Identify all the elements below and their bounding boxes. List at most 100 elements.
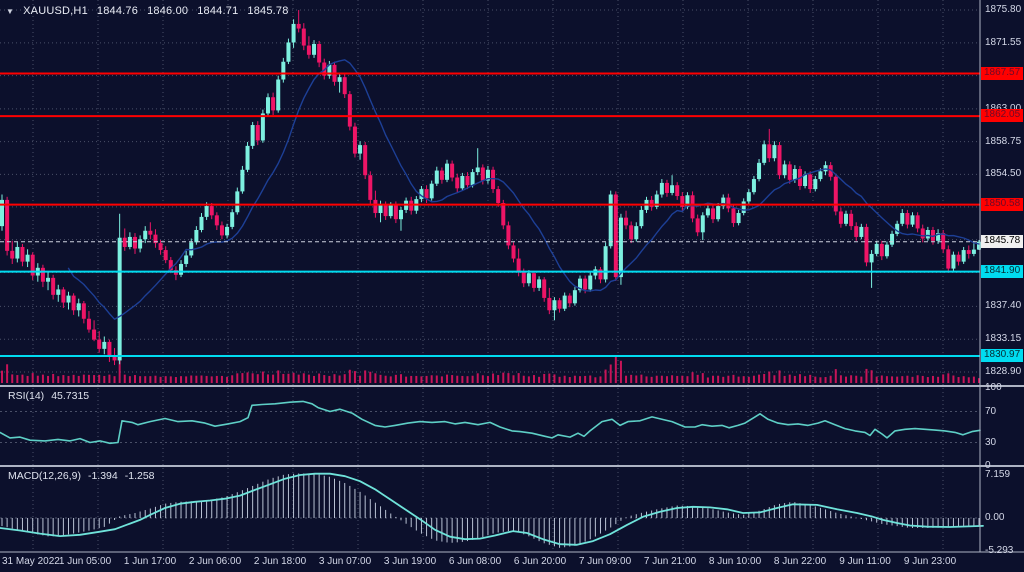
volume-bar [527,376,530,383]
candle-body [649,199,654,207]
volume-bar [200,375,203,383]
macd-main-value: -1.394 [87,470,118,482]
volume-bar [763,373,766,383]
macd-signal-line [0,472,984,546]
candle-body [455,177,460,189]
volume-bar [128,376,131,383]
volume-bar [911,376,914,383]
candle-body [419,189,424,200]
volume-bar [307,374,310,383]
volume-bar [236,373,239,383]
candle-body [480,167,485,181]
volume-bar [579,376,582,383]
candle-body [506,225,511,246]
volume-bar [195,375,198,383]
volume-bar [144,376,147,383]
volume-bar [568,377,571,383]
candle-body [531,273,536,288]
volume-bar [6,364,9,383]
volume-bar [180,376,183,383]
volume-bar [614,355,617,383]
candle-body [122,237,127,247]
candle-body [910,215,915,225]
volume-bar [52,373,55,383]
volume-bar [446,374,449,383]
volume-bar [11,374,14,383]
candle-body [634,226,639,240]
candle-body [291,23,296,43]
volume-bar [957,377,960,383]
candle-body [439,170,444,180]
volume-bar [133,375,136,383]
price-tick-label: 1854.50 [985,168,1022,180]
candle-body [854,226,859,237]
candle-body [639,209,644,227]
volume-bar [752,375,755,383]
ohlc-low: 1844.71 [197,5,239,17]
volume-bar [916,375,919,383]
volume-bar [451,375,454,383]
candle-body [204,206,209,217]
volume-bar [819,377,822,383]
chevron-down-icon[interactable]: ▼ [6,6,15,16]
volume-bar [57,376,60,383]
candle-body [966,250,971,254]
candle-body [86,318,91,330]
candle-body [260,113,265,141]
volume-bar [486,375,489,383]
volume-bar [272,374,275,383]
resistance-price-box: 1867.57 [981,66,1024,80]
volume-bar [333,374,336,383]
volume-bar [210,376,213,383]
volume-bar [773,375,776,383]
candle-body [552,300,557,311]
time-tick-label: 6 Jun 20:00 [513,556,567,567]
volume-bar [103,375,106,383]
volume-bar [16,375,19,383]
volume-bar [185,376,188,383]
candle-body [276,79,281,111]
volume-bar [625,375,628,383]
volume-bar [174,377,177,383]
volume-bar [655,375,658,383]
volume-bar [323,375,326,383]
candle-body [25,254,30,262]
volume-bar [364,370,367,383]
rsi-value: 45.7315 [51,390,90,402]
volume-bar [169,376,172,383]
volume-bar [72,374,75,383]
volume-bar [440,376,443,383]
candle-body [56,289,61,295]
rsi-scale-label: 0 [985,459,991,471]
volume-bar [348,369,351,383]
candle-body [352,126,357,154]
candle-body [659,182,664,195]
volume-bar [93,375,96,383]
volume-bar [220,375,223,383]
volume-bar [318,373,321,383]
candle-body [629,225,634,240]
volume-bar [41,374,44,383]
candle-body [567,295,572,304]
candle-body [317,43,322,63]
candle-body [562,295,567,309]
time-tick-label: 1 Jun 05:00 [58,556,112,567]
candle-body [132,236,137,249]
volume-bar [287,373,290,383]
candle-body [51,277,56,295]
volume-bar [870,370,873,383]
candle-body [618,217,623,278]
volume-bar [722,376,725,383]
time-tick-label: 2 Jun 06:00 [188,556,242,567]
candle-body [5,199,10,251]
candle-body [286,42,291,62]
candle-body [337,77,342,82]
candle-body [107,341,112,357]
volume-bar [645,376,648,383]
volume-bar [635,375,638,383]
volume-bar [896,376,899,383]
volume-bar [251,373,254,383]
volume-bar [937,376,940,383]
volume-bar [845,376,848,383]
